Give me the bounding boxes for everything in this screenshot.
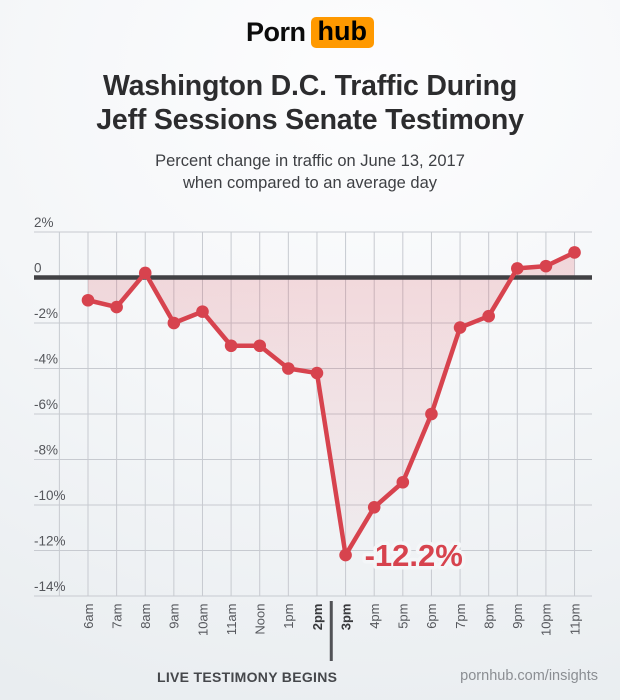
chart-title: Washington D.C. Traffic During Jeff Sess… — [0, 70, 620, 137]
data-point-7am — [110, 300, 123, 314]
y-axis-label: -14% — [34, 579, 66, 594]
subtitle-line-2: when compared to an average day — [182, 174, 438, 193]
x-axis-label-7pm: 7pm — [453, 604, 468, 629]
x-axis-label-4pm: 4pm — [367, 604, 382, 629]
y-axis-label: -4% — [34, 352, 58, 367]
y-axis-label: -10% — [34, 488, 66, 503]
x-axis-label-11am: 11am — [224, 604, 239, 636]
x-axis-label-Noon: Noon — [253, 604, 268, 635]
insights-credit: pornhub.com/insights — [460, 668, 598, 684]
x-axis-label-3pm: 3pm — [338, 604, 353, 631]
data-point-8pm — [482, 309, 495, 323]
x-axis-label-8am: 8am — [138, 604, 153, 629]
x-axis-label-2pm: 2pm — [310, 604, 325, 631]
x-axis-label-10am: 10am — [195, 604, 210, 637]
y-axis-label: -8% — [34, 443, 58, 458]
x-axis-label-11pm: 11pm — [567, 604, 582, 636]
pornhub-logo: Porn hub — [0, 0, 620, 49]
data-point-7pm — [453, 321, 467, 334]
y-axis-label: -12% — [34, 534, 66, 549]
area-fill — [88, 252, 575, 556]
x-axis-label-6am: 6am — [81, 604, 96, 629]
header: Porn hub Washington D.C. Traffic During … — [0, 0, 620, 195]
data-point-9am — [167, 316, 181, 330]
event-marker-label: LIVE TESTIMONY BEGINS — [157, 669, 337, 685]
subtitle-line-1: Percent change in traffic on June 13, 20… — [155, 152, 465, 171]
x-axis-label-1pm: 1pm — [281, 604, 296, 629]
data-point-11pm — [568, 246, 581, 259]
data-point-4pm — [367, 500, 381, 514]
x-axis-label-5pm: 5pm — [396, 604, 411, 629]
x-axis-label-9am: 9am — [167, 604, 182, 629]
data-point-6pm — [425, 407, 438, 421]
data-point-6am — [81, 293, 95, 307]
logo-badge-hub: hub — [310, 17, 374, 49]
data-point-10pm — [539, 259, 553, 273]
x-axis-label-9pm: 9pm — [510, 604, 525, 629]
title-line-2: Jeff Sessions Senate Testimony — [96, 103, 524, 136]
x-axis-label-10pm: 10pm — [539, 604, 554, 637]
title-line-1: Washington D.C. Traffic During — [102, 70, 518, 103]
y-axis-label: -6% — [34, 397, 58, 412]
y-axis-label: 2% — [34, 215, 54, 230]
data-point-9pm — [511, 262, 524, 275]
x-axis-label-7am: 7am — [109, 604, 124, 629]
data-point-Noon — [253, 339, 267, 353]
data-point-1pm — [282, 362, 295, 375]
data-point-5pm — [396, 475, 410, 489]
annotation-min-value: -12.2% — [365, 538, 463, 573]
y-axis-label: -2% — [34, 306, 58, 321]
data-point-8am — [138, 266, 152, 280]
data-point-11am — [224, 339, 238, 353]
logo-text-porn: Porn — [246, 17, 306, 48]
data-point-2pm — [310, 366, 324, 380]
x-axis-label-6pm: 6pm — [424, 604, 439, 629]
chart-subtitle: Percent change in traffic on June 13, 20… — [0, 150, 620, 195]
data-point-3pm — [339, 548, 352, 562]
x-axis-label-8pm: 8pm — [481, 604, 496, 629]
y-axis-label: 0 — [34, 261, 42, 276]
data-point-10am — [196, 305, 209, 318]
traffic-line — [85, 250, 577, 558]
